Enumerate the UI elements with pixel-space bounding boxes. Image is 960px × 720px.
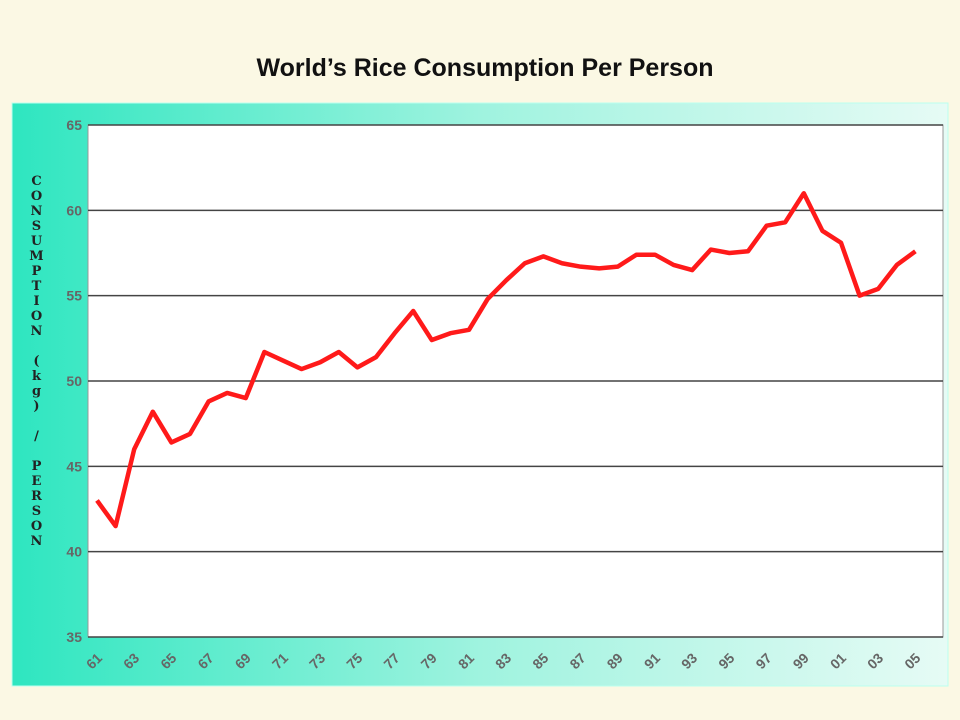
y-tick-label: 40 [66,544,82,560]
y-axis-label: CONSUMPTION (kg) / PERSON [29,173,44,549]
chart-title: World’s Rice Consumption Per Person [256,54,713,82]
data-line [95,191,917,529]
y-tick-label: 60 [66,202,82,218]
y-tick-label: 35 [66,629,82,645]
y-tick-label: 50 [66,373,82,389]
y-tick-label: 55 [66,288,82,304]
y-tick-label: 65 [66,117,82,133]
y-tick-label: 45 [66,458,82,474]
